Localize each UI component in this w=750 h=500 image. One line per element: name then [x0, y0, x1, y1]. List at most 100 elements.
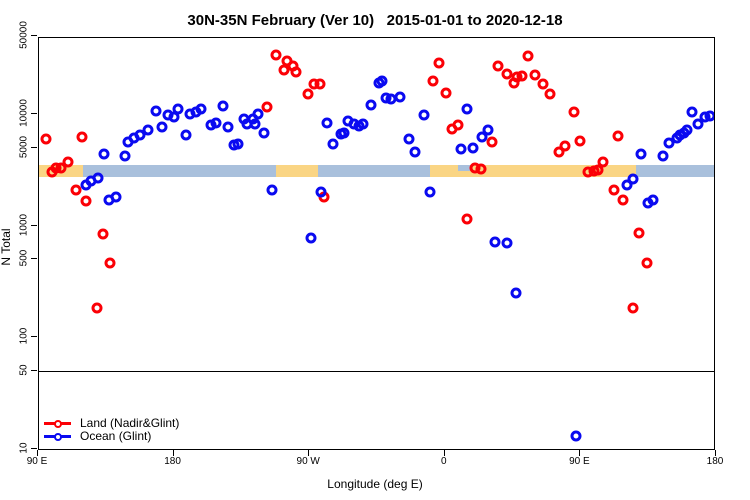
data-point-ocean: [217, 100, 229, 112]
ocean-circle-icon: [53, 432, 62, 441]
legend-label-land: Land (Nadir&Glint): [80, 416, 180, 430]
data-point-ocean: [222, 121, 234, 133]
band-segment-land: [429, 165, 637, 177]
data-point-land: [80, 195, 92, 207]
data-point-land: [475, 163, 487, 175]
band-segment-ocean: [636, 165, 714, 177]
data-point-land: [261, 101, 273, 113]
x-tick-mark: [308, 450, 310, 456]
y-tick-mark: [31, 258, 37, 260]
chart-title: 30N-35N February (Ver 10) 2015-01-01 to …: [187, 12, 563, 29]
x-tick-mark: [579, 450, 581, 456]
data-point-ocean: [476, 131, 488, 143]
data-point-land: [70, 184, 82, 196]
data-point-ocean: [681, 124, 693, 136]
data-point-ocean: [327, 138, 339, 150]
plot-area: Land (Nadir&Glint) Ocean (Glint): [38, 37, 715, 450]
data-point-ocean: [704, 110, 714, 122]
data-point-ocean: [365, 99, 377, 111]
y-tick-label: 500: [18, 249, 30, 267]
data-point-ocean: [305, 232, 317, 244]
data-point-land: [544, 88, 556, 100]
data-point-land: [433, 57, 445, 69]
data-point-ocean: [467, 142, 479, 154]
y-tick-label: 1000: [18, 213, 30, 236]
data-point-land: [641, 257, 653, 269]
data-point-ocean: [92, 172, 104, 184]
data-point-land: [529, 69, 541, 81]
data-point-ocean: [570, 430, 582, 442]
data-point-land: [617, 194, 629, 206]
data-point-land: [486, 136, 497, 148]
y-tick-mark: [31, 146, 37, 148]
data-point-ocean: [110, 191, 122, 203]
y-tick-mark: [31, 336, 37, 338]
data-point-land: [452, 119, 464, 131]
data-point-ocean: [210, 117, 222, 129]
x-axis-title: Longitude (deg E): [327, 477, 423, 491]
data-point-ocean: [418, 109, 430, 121]
y-tick-label: 10000: [18, 99, 30, 128]
data-point-land: [290, 66, 302, 78]
data-point-ocean: [357, 118, 369, 130]
y-tick-mark: [31, 369, 37, 371]
data-point-land: [427, 75, 439, 87]
data-point-ocean: [134, 129, 146, 141]
x-tick-label: 90 E: [26, 456, 48, 467]
data-point-ocean: [424, 186, 436, 198]
data-point-land: [76, 131, 88, 143]
x-tick-mark: [37, 450, 38, 456]
x-tick-label: 90 E: [569, 456, 590, 467]
data-point-ocean: [394, 91, 406, 103]
data-point-ocean: [321, 117, 333, 129]
y-axis-title: N Total: [0, 228, 13, 266]
data-point-ocean: [489, 236, 501, 248]
data-point-ocean: [663, 137, 675, 149]
data-point-land: [516, 70, 528, 82]
data-point-land: [97, 228, 109, 240]
data-point-ocean: [403, 133, 415, 145]
data-point-ocean: [376, 75, 388, 87]
data-point-land: [62, 156, 74, 168]
x-tick-label: 90 W: [296, 456, 320, 467]
data-point-land: [104, 257, 116, 269]
data-point-land: [314, 78, 326, 90]
data-point-land: [440, 87, 452, 99]
data-point-land: [522, 50, 534, 62]
data-point-land: [627, 302, 639, 313]
y-tick-label: 50: [18, 364, 30, 376]
data-point-ocean: [249, 118, 261, 130]
data-point-land: [597, 156, 609, 168]
data-point-ocean: [510, 287, 522, 299]
data-point-land: [55, 162, 67, 174]
data-point-ocean: [266, 184, 278, 196]
data-point-land: [270, 49, 282, 61]
y-tick-label: 10: [18, 442, 30, 454]
y-tick-label: 100: [18, 327, 30, 345]
data-point-ocean: [119, 150, 131, 162]
data-point-ocean: [195, 103, 207, 115]
data-point-land: [461, 213, 473, 225]
y-tick-label: 5000: [18, 135, 30, 158]
data-point-land: [553, 146, 565, 158]
data-point-ocean: [98, 148, 110, 160]
band-segment-ocean: [318, 165, 430, 177]
legend-label-ocean: Ocean (Glint): [80, 429, 152, 443]
data-point-ocean: [409, 146, 421, 158]
data-point-ocean: [142, 124, 154, 136]
x-tick-label: 180: [164, 456, 181, 467]
data-point-ocean: [252, 108, 264, 120]
x-tick-label: 0: [441, 456, 447, 467]
data-point-land: [302, 88, 314, 100]
data-point-land: [612, 130, 624, 142]
data-point-ocean: [692, 118, 704, 130]
data-point-land: [574, 135, 586, 147]
data-point-ocean: [627, 173, 639, 185]
y-tick-mark: [31, 447, 37, 449]
data-point-ocean: [455, 143, 467, 155]
x-tick-mark: [443, 450, 445, 456]
data-point-ocean: [150, 105, 162, 117]
data-point-ocean: [258, 127, 270, 139]
data-point-land: [501, 68, 513, 80]
